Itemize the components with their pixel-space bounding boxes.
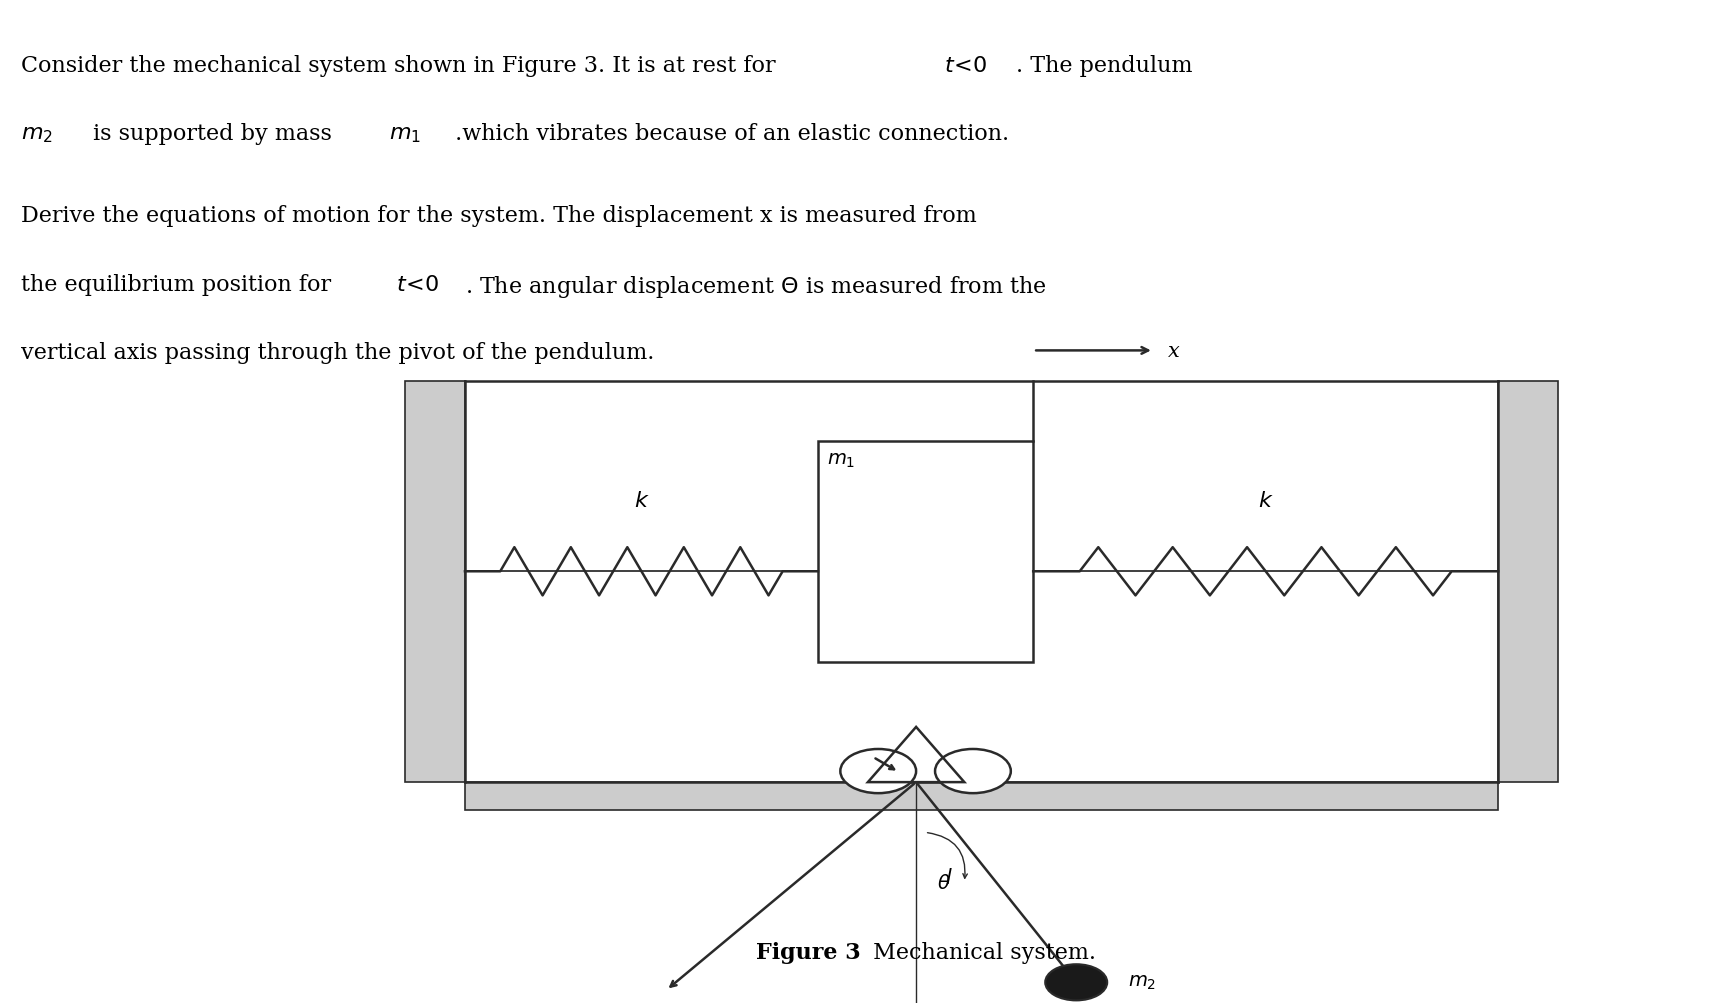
Bar — [405, 381, 465, 782]
Text: x: x — [1168, 342, 1180, 360]
Text: the equilibrium position for: the equilibrium position for — [21, 274, 338, 296]
Text: $m_2$: $m_2$ — [1128, 973, 1155, 992]
Bar — [465, 782, 1498, 810]
Text: Mechanical system.: Mechanical system. — [866, 941, 1097, 963]
Bar — [405, 381, 465, 782]
Text: $l$: $l$ — [945, 868, 952, 888]
Text: $m_2$: $m_2$ — [21, 123, 53, 145]
Text: $k$: $k$ — [634, 489, 649, 512]
Text: $m_1$: $m_1$ — [389, 123, 422, 145]
Circle shape — [1045, 964, 1107, 1000]
Bar — [1498, 381, 1558, 782]
Text: $\theta$: $\theta$ — [937, 874, 951, 892]
Text: .which vibrates because of an elastic connection.: .which vibrates because of an elastic co… — [448, 123, 1009, 145]
Text: Figure 3: Figure 3 — [756, 941, 861, 963]
Text: Derive the equations of motion for the system. The displacement x is measured fr: Derive the equations of motion for the s… — [21, 206, 976, 228]
Bar — [1498, 381, 1558, 782]
Bar — [818, 441, 1033, 662]
Circle shape — [840, 749, 916, 793]
Text: Consider the mechanical system shown in Figure 3. It is at rest for: Consider the mechanical system shown in … — [21, 55, 782, 77]
Bar — [465, 782, 1498, 810]
Text: $m_1$: $m_1$ — [827, 451, 854, 469]
Circle shape — [935, 749, 1011, 793]
Text: vertical axis passing through the pivot of the pendulum.: vertical axis passing through the pivot … — [21, 342, 654, 364]
Text: $t\!<\!0$: $t\!<\!0$ — [396, 274, 439, 296]
Text: $t\!<\!0$: $t\!<\!0$ — [944, 55, 987, 77]
Text: . The angular displacement $\Theta$ is measured from the: . The angular displacement $\Theta$ is m… — [465, 274, 1047, 299]
Text: $k$: $k$ — [1257, 489, 1274, 512]
Text: . The pendulum: . The pendulum — [1016, 55, 1192, 77]
Text: is supported by mass: is supported by mass — [86, 123, 339, 145]
